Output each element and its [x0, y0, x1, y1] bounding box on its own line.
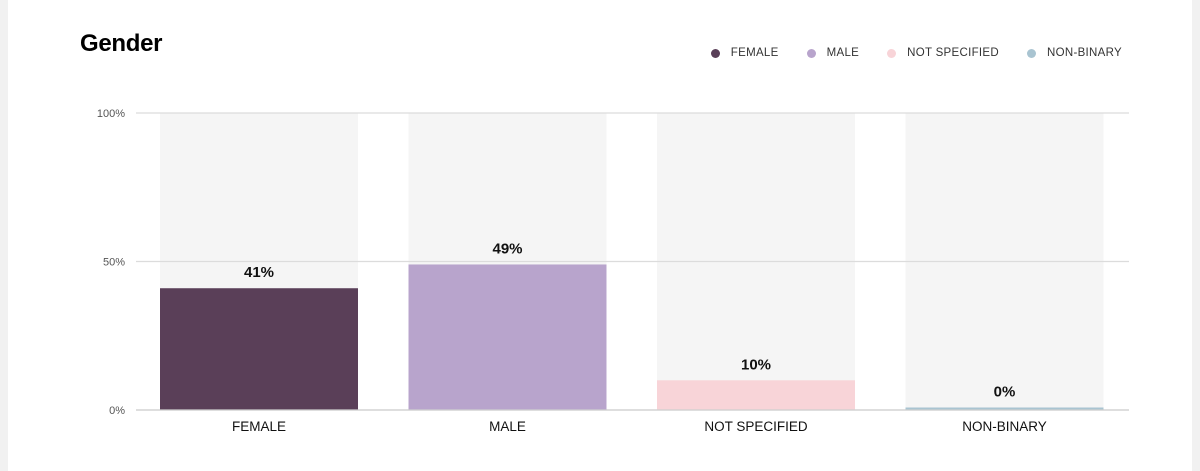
bar-male: [408, 264, 607, 410]
y-tick-label-100: 100%: [97, 108, 125, 120]
bar-non-binary: [905, 407, 1104, 410]
chart-title: Gender: [80, 30, 163, 57]
legend-label-male: MALE: [826, 47, 860, 59]
legend-label-female: FEMALE: [730, 47, 779, 59]
chart-legend: FEMALE MALE NOT SPECIFIED NON-BINARY: [683, 47, 1122, 59]
legend-swatch-female: [710, 48, 720, 58]
x-tick-label-male: MALE: [489, 419, 526, 434]
bar-female: [160, 288, 358, 410]
value-label-male: 49%: [492, 240, 522, 257]
x-tick-label-not-specified: NOT SPECIFIED: [704, 419, 808, 434]
value-label-not-specified: 10%: [741, 356, 771, 373]
legend-item-non-binary[interactable]: NON-BINARY: [1027, 47, 1122, 59]
legend-swatch-non-binary: [1027, 48, 1036, 58]
bar-chart: 100% 50% 0% 41% FEMALE 49% MALE 10% NOT SPECIFIE…: [97, 108, 1129, 434]
legend-item-female[interactable]: FEMALE: [710, 47, 779, 59]
y-tick-label-50: 50%: [103, 257, 125, 269]
legend-item-male[interactable]: MALE: [806, 47, 860, 59]
x-tick-label-non-binary: NON-BINARY: [962, 419, 1047, 434]
value-label-non-binary: 0%: [994, 384, 1016, 401]
value-label-female: 41%: [244, 264, 274, 281]
legend-label-not-specified: NOT SPECIFIED: [907, 47, 999, 59]
legend-swatch-not-specified: [887, 48, 897, 58]
y-tick-label-0: 0%: [109, 405, 125, 417]
legend-swatch-male: [806, 48, 816, 58]
x-tick-label-female: FEMALE: [232, 419, 286, 434]
legend-item-not-specified[interactable]: NOT SPECIFIED: [887, 47, 999, 59]
bar-not-specified: [657, 380, 855, 410]
legend-label-non-binary: NON-BINARY: [1047, 47, 1122, 59]
